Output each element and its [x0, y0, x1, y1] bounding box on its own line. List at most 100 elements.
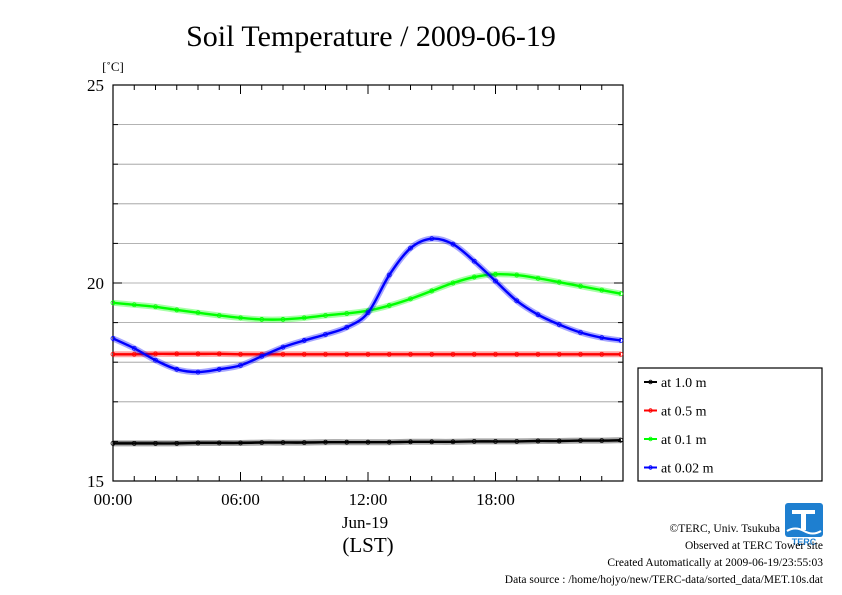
- data-point: [535, 275, 541, 281]
- data-point: [365, 351, 371, 357]
- data-point: [493, 278, 498, 284]
- data-point: [110, 300, 116, 306]
- legend-marker: [648, 465, 653, 470]
- data-point: [493, 438, 498, 444]
- data-point: [535, 312, 541, 318]
- data-point: [259, 353, 265, 359]
- data-point: [216, 440, 222, 446]
- data-point: [450, 351, 456, 357]
- data-point: [386, 439, 392, 445]
- data-point: [556, 351, 562, 357]
- data-point: [174, 366, 180, 372]
- x-tick-label: 00:00: [94, 490, 133, 509]
- data-point: [153, 351, 158, 357]
- data-point: [110, 336, 116, 341]
- data-point: [238, 440, 243, 446]
- data-point: [216, 351, 222, 357]
- data-point: [174, 307, 180, 313]
- data-point: [301, 315, 307, 321]
- data-point: [301, 351, 307, 357]
- logo-mark: [792, 510, 815, 530]
- data-point: [195, 440, 201, 446]
- data-point: [131, 440, 137, 446]
- data-point: [131, 302, 137, 308]
- series-line: [113, 439, 621, 445]
- data-point: [429, 351, 435, 357]
- created-text: Created Automatically at 2009-06-19/23:5…: [607, 557, 823, 569]
- observed-text: Observed at TERC Tower site: [685, 540, 823, 552]
- data-series: [110, 235, 624, 447]
- data-point: [514, 351, 520, 357]
- data-point: [408, 439, 413, 445]
- data-point: [195, 351, 201, 357]
- data-point: [535, 438, 541, 444]
- data-point: [110, 440, 116, 446]
- legend: at 1.0 m at 0.5 m at 0.1 m at 0.02 m: [637, 367, 823, 482]
- y-tick-label: 25: [87, 76, 104, 95]
- data-point: [618, 338, 624, 343]
- data-point: [471, 274, 477, 280]
- data-point: [556, 438, 562, 444]
- data-point: [238, 315, 243, 321]
- data-point: [259, 440, 265, 445]
- data-point: [408, 296, 413, 302]
- logo-text: TERC: [792, 537, 817, 547]
- data-point: [344, 324, 350, 330]
- legend-marker: [648, 408, 653, 413]
- data-point: [323, 439, 328, 445]
- legend-marker: [648, 436, 653, 442]
- legend-marker: [648, 379, 653, 385]
- data-point: [599, 335, 605, 341]
- data-point: [556, 322, 562, 327]
- data-point: [174, 440, 180, 446]
- data-point: [216, 366, 222, 372]
- data-point: [471, 351, 477, 357]
- data-point: [323, 351, 328, 357]
- data-point: [599, 351, 605, 357]
- data-point: [280, 440, 286, 445]
- data-point: [386, 351, 392, 357]
- data-point: [153, 440, 158, 446]
- data-point: [599, 287, 605, 293]
- legend-label: at 0.1 m: [661, 433, 707, 448]
- data-point: [450, 439, 456, 445]
- legend-label: at 1.0 m: [661, 376, 707, 391]
- data-point: [195, 310, 201, 316]
- data-point: [301, 440, 307, 445]
- data-point: [238, 351, 243, 357]
- data-point: [556, 279, 562, 285]
- data-point: [344, 311, 350, 316]
- data-point: [493, 271, 498, 277]
- legend-label: at 0.5 m: [661, 405, 707, 420]
- data-point: [429, 288, 435, 294]
- chart-title: Soil Temperature / 2009-06-19: [186, 20, 556, 53]
- data-point: [365, 310, 371, 316]
- data-point: [471, 438, 477, 444]
- data-point: [131, 345, 137, 351]
- data-point: [259, 317, 265, 322]
- data-point: [344, 439, 350, 445]
- grid-lines: [113, 124, 623, 442]
- data-point: [153, 357, 158, 363]
- x-tick-label: 06:00: [221, 490, 260, 509]
- data-point: [365, 439, 371, 445]
- logo-wave: [786, 527, 822, 535]
- x-date-label: Jun-19: [342, 513, 388, 532]
- data-point: [323, 332, 328, 337]
- legend-label: at 0.02 m: [661, 462, 714, 477]
- data-point: [408, 245, 413, 251]
- data-point: [174, 351, 180, 357]
- data-point: [386, 303, 392, 308]
- data-point: [131, 351, 137, 357]
- axis-ticks: 15 20 25 00:00 06:00 12:00 18:00: [87, 76, 624, 509]
- y-tick-label: 20: [87, 274, 104, 293]
- data-point: [578, 330, 583, 335]
- data-point: [280, 351, 286, 357]
- x-tick-label: 18:00: [476, 490, 515, 509]
- data-point: [618, 291, 624, 297]
- data-point: [493, 351, 498, 357]
- data-point: [618, 437, 624, 443]
- data-point: [280, 344, 286, 350]
- data-point: [578, 351, 583, 357]
- y-tick-label: 15: [87, 472, 104, 491]
